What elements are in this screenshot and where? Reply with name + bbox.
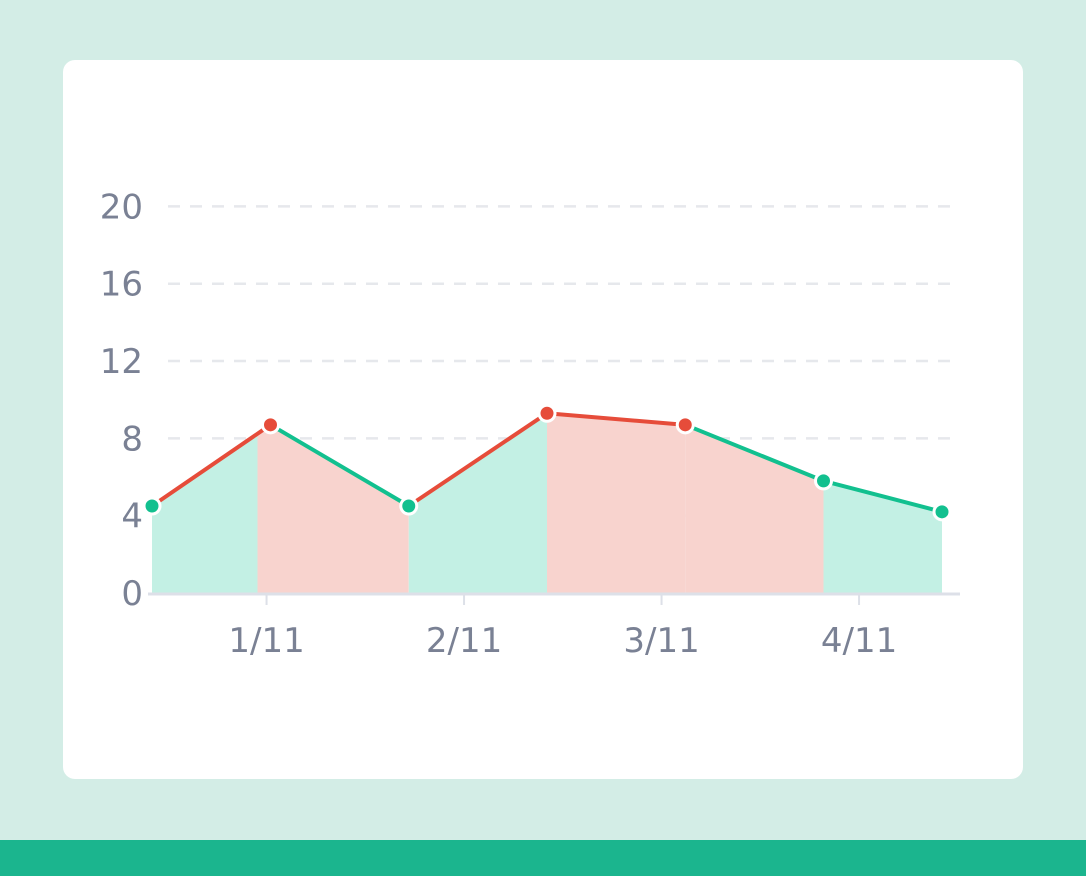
y-tick-label: 8 bbox=[121, 419, 143, 459]
area-segment bbox=[685, 424, 824, 593]
x-tick-label: 3/11 bbox=[623, 621, 699, 661]
y-tick-labels: 0 4 8 12 16 20 bbox=[100, 187, 143, 614]
data-point bbox=[261, 415, 280, 435]
series-segment bbox=[545, 411, 688, 427]
y-tick-label: 0 bbox=[121, 574, 143, 614]
series-segment bbox=[268, 422, 411, 509]
y-tick-label: 20 bbox=[100, 187, 143, 227]
area-segment bbox=[270, 424, 409, 593]
data-points bbox=[142, 403, 952, 522]
data-point bbox=[814, 471, 833, 491]
area-segment bbox=[408, 413, 547, 593]
area-segment bbox=[152, 424, 271, 593]
x-tick-label: 2/11 bbox=[426, 621, 502, 661]
x-tick-label: 1/11 bbox=[228, 621, 304, 661]
area-fills bbox=[152, 413, 942, 593]
area-segment bbox=[823, 480, 942, 593]
series-lines bbox=[150, 411, 944, 514]
series-segment bbox=[683, 422, 826, 483]
x-tick-labels: 1/11 2/11 3/11 4/11 bbox=[228, 621, 897, 661]
x-axis bbox=[148, 592, 960, 605]
data-point bbox=[142, 496, 162, 516]
area-peak-band bbox=[257, 424, 284, 593]
x-tick-label: 4/11 bbox=[821, 621, 897, 661]
y-tick-label: 16 bbox=[100, 265, 143, 305]
area-segment bbox=[547, 413, 686, 593]
series-segment bbox=[406, 411, 549, 509]
data-point bbox=[537, 403, 557, 423]
footer-bar bbox=[0, 840, 1086, 876]
data-point bbox=[932, 502, 952, 522]
series-segment bbox=[150, 422, 273, 509]
y-tick-label: 12 bbox=[100, 342, 143, 382]
data-point bbox=[399, 496, 419, 516]
data-point bbox=[675, 415, 695, 435]
y-tick-label: 4 bbox=[121, 497, 143, 537]
series-segment bbox=[821, 478, 944, 514]
